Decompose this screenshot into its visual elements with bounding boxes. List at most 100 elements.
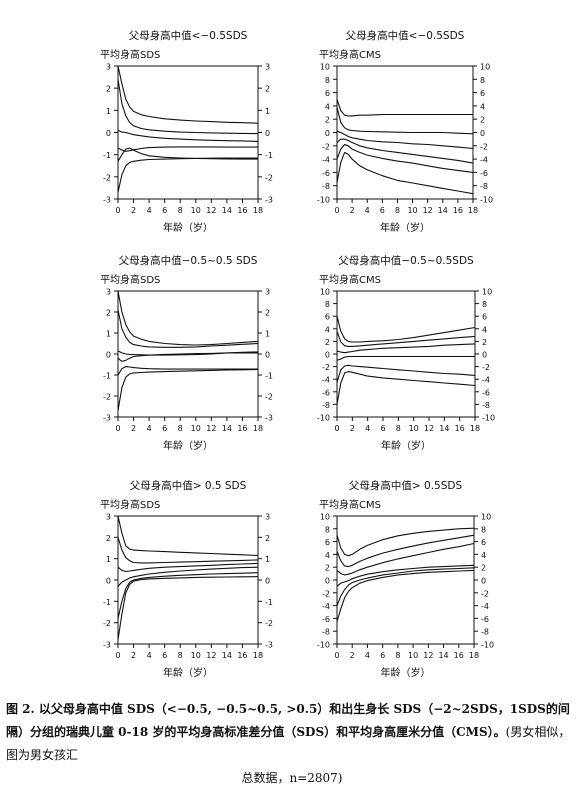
y-tick-label-left: -2 — [103, 173, 111, 182]
y-tick-label-left: -8 — [322, 401, 330, 410]
chart-panel-4: 父母身高中值−0.5~0.5SDS 平均身高CMS -10 -10 -8 -8 -6 -6 -4… — [317, 254, 495, 452]
y-tick-label-left: 3 — [106, 63, 111, 72]
series-line-6 — [336, 151, 474, 195]
x-tick-label: 14 — [222, 424, 232, 433]
x-tick-label: 0 — [334, 651, 339, 660]
x-tick-label: 6 — [162, 651, 167, 660]
y-tick-label-right: 6 — [480, 89, 485, 98]
y-tick-label-right: -4 — [480, 156, 488, 165]
y-tick-label-right: 4 — [482, 325, 487, 334]
figure-caption: 图 2. 以父母身高中值 SDS（<−0.5, −0.5~0.5, >0.5）和… — [6, 698, 578, 790]
y-tick-label-right: -2 — [265, 619, 273, 628]
chart-title: 父母身高中值−0.5~0.5 SDS — [119, 254, 258, 267]
chart-panel-2: 父母身高中值<−0.5SDS 平均身高CMS -10 -10 -8 -8 -6 -6 -4 -4 -… — [317, 29, 493, 234]
y-tick-label-left: 6 — [325, 538, 330, 547]
x-tick-label: 4 — [147, 424, 152, 433]
y-tick-label-right: 0 — [265, 577, 270, 586]
y-tick-label-right: -8 — [481, 628, 489, 637]
series-line-4 — [336, 564, 475, 587]
x-tick-label: 12 — [206, 206, 216, 215]
y-tick-label-left: -3 — [103, 641, 111, 650]
series-line-1 — [336, 316, 476, 343]
x-tick-label: 16 — [237, 206, 247, 215]
y-tick-label-right: 8 — [480, 76, 485, 85]
x-tick-label: 2 — [350, 424, 355, 433]
y-tick-label-right: 0 — [480, 129, 485, 138]
y-tick-label-right: 0 — [481, 577, 486, 586]
series-line-1 — [336, 99, 473, 117]
series-line-4 — [117, 352, 258, 362]
y-tick-label-left: -10 — [317, 641, 330, 650]
x-tick-label: 18 — [253, 206, 263, 215]
y-tick-label-right: 0 — [265, 129, 270, 138]
x-tick-label: 6 — [380, 206, 385, 215]
series-line-6 — [117, 157, 258, 193]
y-tick-label-right: 10 — [482, 288, 492, 297]
x-tick-label: 10 — [191, 206, 201, 215]
chart-panel-6: 父母身高中值> 0.5SDS 平均身高CMS -10 -10 -8 -8 -6 -6 -4 -4 -… — [317, 479, 494, 679]
x-tick-label: 18 — [253, 424, 263, 433]
y-tick-label-right: -3 — [265, 414, 273, 423]
x-tick-label: 16 — [455, 424, 465, 433]
x-tick-label: 2 — [131, 424, 136, 433]
x-tick-label: 4 — [365, 651, 370, 660]
x-tick-label: 6 — [162, 424, 167, 433]
series-line-4 — [117, 566, 259, 587]
series-line-5 — [117, 147, 258, 162]
y-tick-label-left: 3 — [106, 513, 111, 522]
y-tick-label-left: 4 — [325, 102, 330, 111]
y-tick-label-right: 3 — [265, 63, 270, 72]
y-tick-label-left: 1 — [106, 107, 111, 116]
y-tick-label-left: 8 — [325, 76, 330, 85]
x-tick-label: 0 — [115, 206, 120, 215]
series-line-5 — [117, 366, 258, 376]
x-axis-label: 年龄（岁） — [380, 221, 430, 234]
series-line-1 — [117, 515, 259, 557]
x-tick-label: 14 — [438, 651, 448, 660]
series-line-2 — [336, 534, 475, 568]
y-tick-label-right: -3 — [265, 196, 273, 205]
y-tick-label-right: -4 — [482, 376, 490, 385]
y-tick-label-left: -3 — [103, 414, 111, 423]
plot-frame — [336, 515, 475, 645]
y-tick-label-right: -2 — [480, 142, 488, 151]
y-tick-label-left: 2 — [106, 534, 111, 543]
series-line-1 — [117, 290, 259, 346]
y-axis-label: 平均身高SDS — [100, 498, 160, 511]
chart-title: 父母身高中值> 0.5 SDS — [130, 479, 247, 492]
x-axis-label: 年龄（岁） — [381, 439, 431, 452]
y-tick-label-right: -8 — [480, 182, 488, 191]
y-tick-label-right: 2 — [265, 534, 270, 543]
y-tick-label-left: -1 — [103, 151, 111, 160]
plot-frame — [336, 290, 476, 418]
y-tick-label-left: 2 — [106, 309, 111, 318]
y-tick-label-left: 8 — [325, 525, 330, 534]
x-tick-label: 4 — [147, 651, 152, 660]
x-tick-label: 12 — [206, 424, 216, 433]
y-tick-label-right: -4 — [481, 602, 489, 611]
x-tick-label: 0 — [334, 206, 339, 215]
x-tick-label: 2 — [350, 206, 355, 215]
series-line-2 — [117, 537, 259, 564]
y-tick-label-left: 1 — [106, 555, 111, 564]
y-tick-label-right: -1 — [265, 598, 273, 607]
y-tick-label-left: 2 — [106, 85, 111, 94]
y-tick-label-left: 1 — [106, 330, 111, 339]
caption-bold-text: 图 2. 以父母身高中值 SDS（<−0.5, −0.5~0.5, >0.5）和… — [6, 702, 570, 739]
series-line-5 — [336, 364, 476, 383]
y-tick-label-right: -3 — [265, 641, 273, 650]
chart-title: 父母身高中值<−0.5SDS — [129, 29, 248, 42]
series-line-4 — [336, 355, 475, 361]
y-tick-label-left: -2 — [322, 142, 330, 151]
x-tick-label: 12 — [423, 206, 433, 215]
series-line-2 — [336, 107, 474, 135]
y-tick-label-right: 1 — [265, 107, 270, 116]
series-line-3 — [336, 343, 476, 354]
y-tick-label-left: 10 — [320, 288, 330, 297]
x-tick-label: 10 — [408, 651, 418, 660]
y-tick-label-left: 0 — [106, 129, 111, 138]
x-axis-label: 年龄（岁） — [163, 439, 213, 452]
x-tick-label: 18 — [253, 651, 263, 660]
